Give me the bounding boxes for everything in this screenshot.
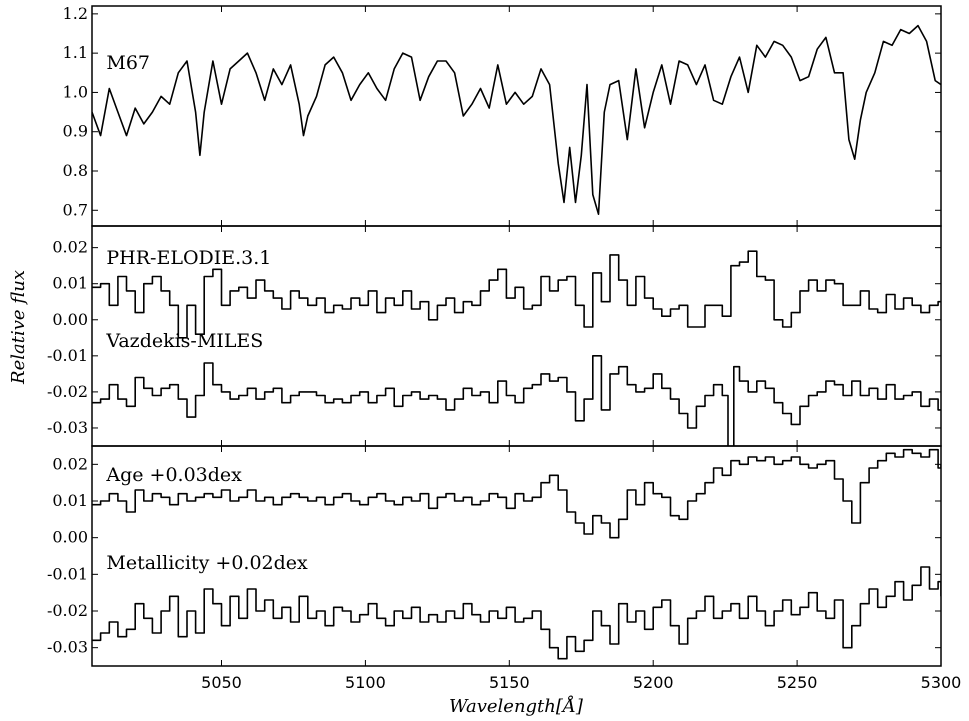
x-tick-label: 5250 (777, 673, 818, 692)
panel-top: 0.7 0.8 0.9 1.0 1.1 1.2 M67 (63, 4, 942, 227)
panel-bottom: -0.03 -0.02 -0.01 0.00 0.01 0.02 Age +0.03dex M… (47, 445, 942, 667)
series-line (92, 448, 941, 539)
y-tick-label: 0.01 (52, 274, 88, 293)
series-line (92, 24, 941, 215)
y-tick-label: -0.02 (47, 382, 88, 401)
x-tick-label: 5100 (345, 673, 386, 692)
y-axis-title: Relative flux (8, 270, 29, 385)
y-tick-label: -0.01 (47, 564, 88, 583)
x-tick-label: 5050 (201, 673, 242, 692)
y-tick-label: 0.02 (52, 454, 88, 473)
x-tick-label: 5300 (921, 673, 962, 692)
y-tick-label: 1.2 (63, 4, 88, 23)
y-tick-label: 1.1 (63, 43, 88, 62)
x-axis-title: Wavelength[Å] (449, 695, 584, 717)
y-tick-label: 0.8 (63, 161, 88, 180)
series-label: Metallicity +0.02dex (106, 552, 308, 574)
y-tick-label: -0.02 (47, 601, 88, 620)
panel-frame (91, 5, 942, 227)
series-label: Vazdekis-MILES (105, 330, 263, 352)
series-line (92, 355, 941, 446)
y-tick-label: 0.00 (52, 528, 88, 547)
series-label: Age +0.03dex (105, 464, 242, 486)
panel-middle: -0.03 -0.02 -0.01 0.00 0.01 0.02 PHR-ELODIE.3.… (47, 225, 942, 447)
y-tick-label: -0.03 (47, 638, 88, 657)
y-tick-label: 0.02 (52, 238, 88, 257)
y-tick-label: 0.00 (52, 310, 88, 329)
y-tick-label: -0.01 (47, 346, 88, 365)
x-tick-label: 5150 (489, 673, 530, 692)
series-line (92, 250, 941, 339)
y-tick-label: -0.03 (47, 418, 88, 437)
y-tick-label: 1.0 (63, 82, 88, 101)
x-tick-label: 5200 (633, 673, 674, 692)
y-tick-label: 0.9 (63, 122, 88, 141)
series-label: M67 (106, 52, 150, 74)
series-label: PHR-ELODIE.3.1 (106, 247, 271, 269)
y-tick-label: 0.01 (52, 491, 88, 510)
series-line (92, 566, 941, 660)
panel-frame (91, 445, 942, 667)
panels: 0.7 0.8 0.9 1.0 1.1 1.2 M67 -0.03 -0.02 -0.01 0.00… (47, 4, 961, 692)
y-tick-label: 0.7 (63, 200, 88, 219)
